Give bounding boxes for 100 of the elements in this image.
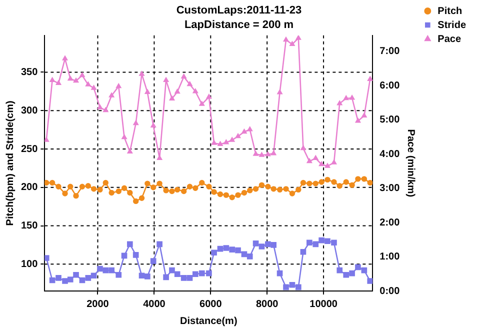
x-tick-label: 8000 bbox=[256, 298, 279, 310]
point bbox=[174, 271, 180, 278]
point bbox=[108, 267, 114, 274]
point bbox=[300, 248, 306, 255]
chart-subtitle: LapDistance = 200 m bbox=[184, 18, 294, 31]
y2-tick-label: 2:00 bbox=[380, 217, 400, 228]
point bbox=[306, 240, 312, 246]
point bbox=[180, 275, 187, 281]
point bbox=[144, 180, 150, 186]
point bbox=[296, 186, 302, 193]
point bbox=[337, 100, 342, 106]
point bbox=[79, 277, 86, 284]
point bbox=[121, 185, 128, 191]
point bbox=[223, 245, 230, 251]
point bbox=[271, 150, 276, 156]
legend-label: Pace bbox=[438, 34, 462, 45]
point bbox=[223, 192, 230, 198]
y2-tick-label: 1:00 bbox=[380, 252, 400, 263]
point bbox=[206, 184, 212, 190]
x-tick-label: 6000 bbox=[200, 298, 222, 310]
point bbox=[283, 284, 289, 290]
y2-axis-title: Pace (min/km) bbox=[404, 129, 416, 198]
point bbox=[276, 270, 283, 276]
point bbox=[62, 56, 68, 60]
point bbox=[180, 188, 187, 194]
point bbox=[174, 89, 180, 94]
point bbox=[122, 134, 127, 140]
point bbox=[192, 271, 198, 278]
point bbox=[186, 275, 193, 281]
point bbox=[235, 192, 241, 198]
point bbox=[258, 182, 265, 188]
point bbox=[258, 244, 265, 250]
point bbox=[241, 251, 248, 258]
y-tick-label: 250 bbox=[20, 144, 38, 155]
point bbox=[349, 182, 355, 188]
point bbox=[265, 241, 271, 248]
point bbox=[229, 246, 236, 252]
point bbox=[50, 77, 55, 82]
point bbox=[306, 158, 312, 164]
point bbox=[289, 190, 296, 196]
point bbox=[349, 270, 355, 276]
point bbox=[246, 254, 253, 260]
point bbox=[367, 278, 373, 284]
point bbox=[163, 274, 169, 280]
point bbox=[67, 276, 74, 282]
point bbox=[361, 176, 368, 182]
point bbox=[97, 266, 103, 272]
point bbox=[62, 278, 68, 284]
y2-tick-label: 7:00 bbox=[380, 46, 400, 58]
point bbox=[97, 104, 103, 110]
point bbox=[276, 186, 283, 193]
point bbox=[242, 129, 247, 134]
point bbox=[79, 184, 86, 190]
point bbox=[270, 242, 276, 248]
point bbox=[144, 89, 150, 94]
point bbox=[127, 190, 133, 196]
point bbox=[344, 96, 349, 100]
point bbox=[121, 252, 128, 259]
point bbox=[150, 258, 156, 264]
y-axis-title: Pitch(bpm) and Stride(cm) bbox=[4, 100, 16, 226]
point bbox=[343, 272, 350, 278]
point bbox=[169, 267, 175, 274]
point bbox=[343, 179, 349, 185]
point bbox=[198, 270, 205, 276]
point bbox=[150, 122, 156, 128]
point bbox=[163, 77, 169, 82]
point bbox=[318, 237, 324, 244]
point bbox=[368, 76, 373, 81]
point bbox=[300, 145, 306, 150]
point bbox=[85, 182, 91, 189]
point bbox=[127, 241, 133, 248]
point bbox=[265, 184, 271, 190]
y2-tick-label: 3:00 bbox=[380, 183, 400, 194]
point bbox=[235, 133, 241, 138]
point bbox=[211, 250, 217, 256]
point bbox=[163, 188, 169, 194]
point bbox=[331, 160, 337, 164]
y2-tick-label: 0:00 bbox=[380, 286, 400, 297]
point bbox=[199, 101, 204, 106]
point bbox=[85, 275, 92, 281]
point bbox=[73, 192, 79, 199]
point bbox=[336, 267, 343, 274]
point bbox=[355, 118, 361, 123]
point bbox=[90, 272, 97, 279]
point bbox=[80, 72, 85, 78]
point bbox=[73, 78, 79, 83]
point bbox=[355, 264, 361, 270]
point bbox=[157, 155, 162, 160]
point bbox=[44, 180, 50, 186]
point bbox=[230, 137, 235, 142]
point bbox=[318, 179, 324, 185]
point bbox=[156, 241, 162, 248]
point bbox=[235, 247, 241, 254]
point bbox=[116, 272, 122, 278]
point bbox=[331, 179, 337, 185]
point bbox=[336, 182, 342, 189]
point bbox=[300, 180, 306, 186]
point bbox=[144, 274, 150, 280]
point bbox=[192, 88, 198, 94]
point bbox=[265, 152, 270, 156]
